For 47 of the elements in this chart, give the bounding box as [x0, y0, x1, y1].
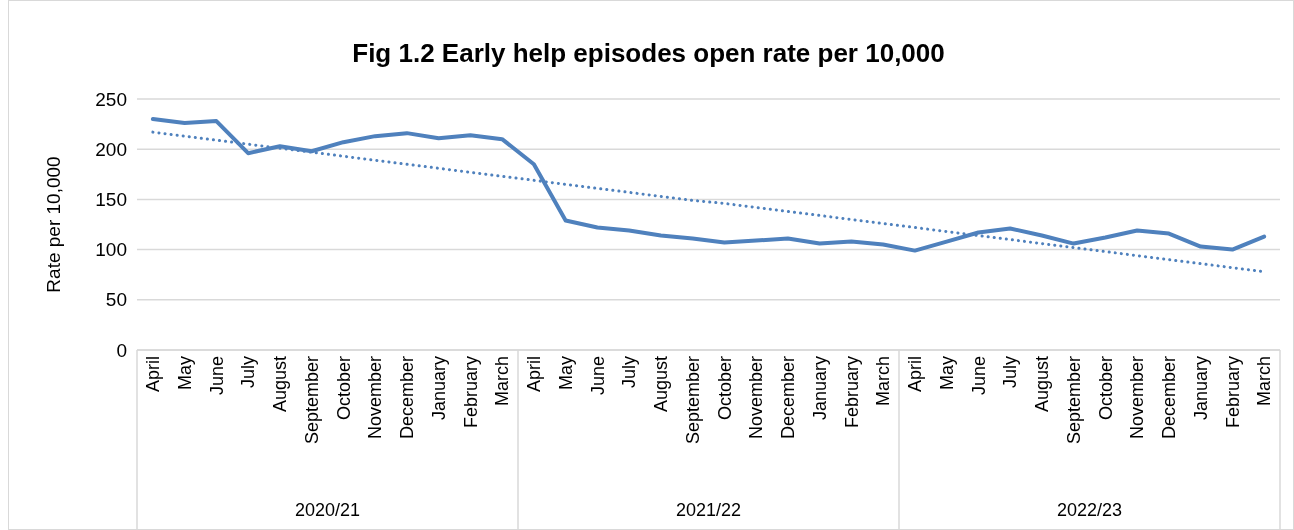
x-tick-label: July	[1000, 356, 1021, 389]
x-tick-label: November	[1127, 356, 1148, 440]
x-tick-label: September	[301, 356, 322, 445]
y-tick-label: 0	[116, 339, 127, 361]
x-tick-label: November	[746, 356, 767, 440]
x-tick-label: January	[1190, 356, 1211, 421]
x-tick-label: March	[492, 356, 513, 407]
x-tick-label: May	[174, 356, 195, 391]
x-tick-label: March	[873, 356, 894, 407]
text: 2020/21	[294, 500, 361, 520]
x-tick-label: June	[587, 356, 608, 396]
text: 2022/23	[1056, 500, 1123, 520]
x-tick-label: February	[460, 356, 481, 429]
x-tick-label: November	[365, 356, 386, 440]
x-tick-label: August	[270, 356, 291, 413]
y-axis-title: Rate per 10,000	[43, 156, 64, 293]
x-tick-label: February	[1222, 356, 1243, 429]
x-tick-label: October	[1095, 356, 1116, 421]
x-tick-label: July	[619, 356, 640, 389]
x-tick-label: December	[778, 356, 799, 440]
x-tick-label: October	[714, 356, 735, 421]
x-tick-label: April	[905, 356, 926, 393]
x-tick-label: September	[1063, 356, 1084, 445]
x-tick-label: May	[936, 356, 957, 391]
chart-title: Fig 1.2 Early help episodes open rate per 10,000	[352, 38, 945, 68]
x-tick-label: June	[206, 356, 227, 396]
x-tick-label: September	[682, 356, 703, 445]
x-tick-label: March	[1254, 356, 1275, 407]
x-tick-label: July	[238, 356, 259, 389]
y-tick-label: 200	[95, 138, 127, 160]
x-tick-label: August	[1032, 356, 1053, 413]
x-tick-label: April	[143, 356, 164, 393]
x-tick-label: May	[555, 356, 576, 391]
y-tick-label: 150	[95, 189, 127, 211]
x-tick-label: August	[651, 356, 672, 413]
text: 2021/22	[675, 500, 742, 520]
y-tick-label: 50	[105, 289, 127, 311]
x-tick-label: February	[841, 356, 862, 429]
x-tick-label: June	[968, 356, 989, 396]
y-tick-label: 100	[95, 239, 127, 261]
x-tick-label: December	[1159, 356, 1180, 440]
x-tick-label: January	[809, 356, 830, 421]
x-tick-label: December	[397, 356, 418, 440]
y-tick-label: 250	[95, 88, 127, 110]
x-tick-label: April	[524, 356, 545, 393]
x-tick-label: January	[428, 356, 449, 421]
x-tick-label: October	[333, 356, 354, 421]
